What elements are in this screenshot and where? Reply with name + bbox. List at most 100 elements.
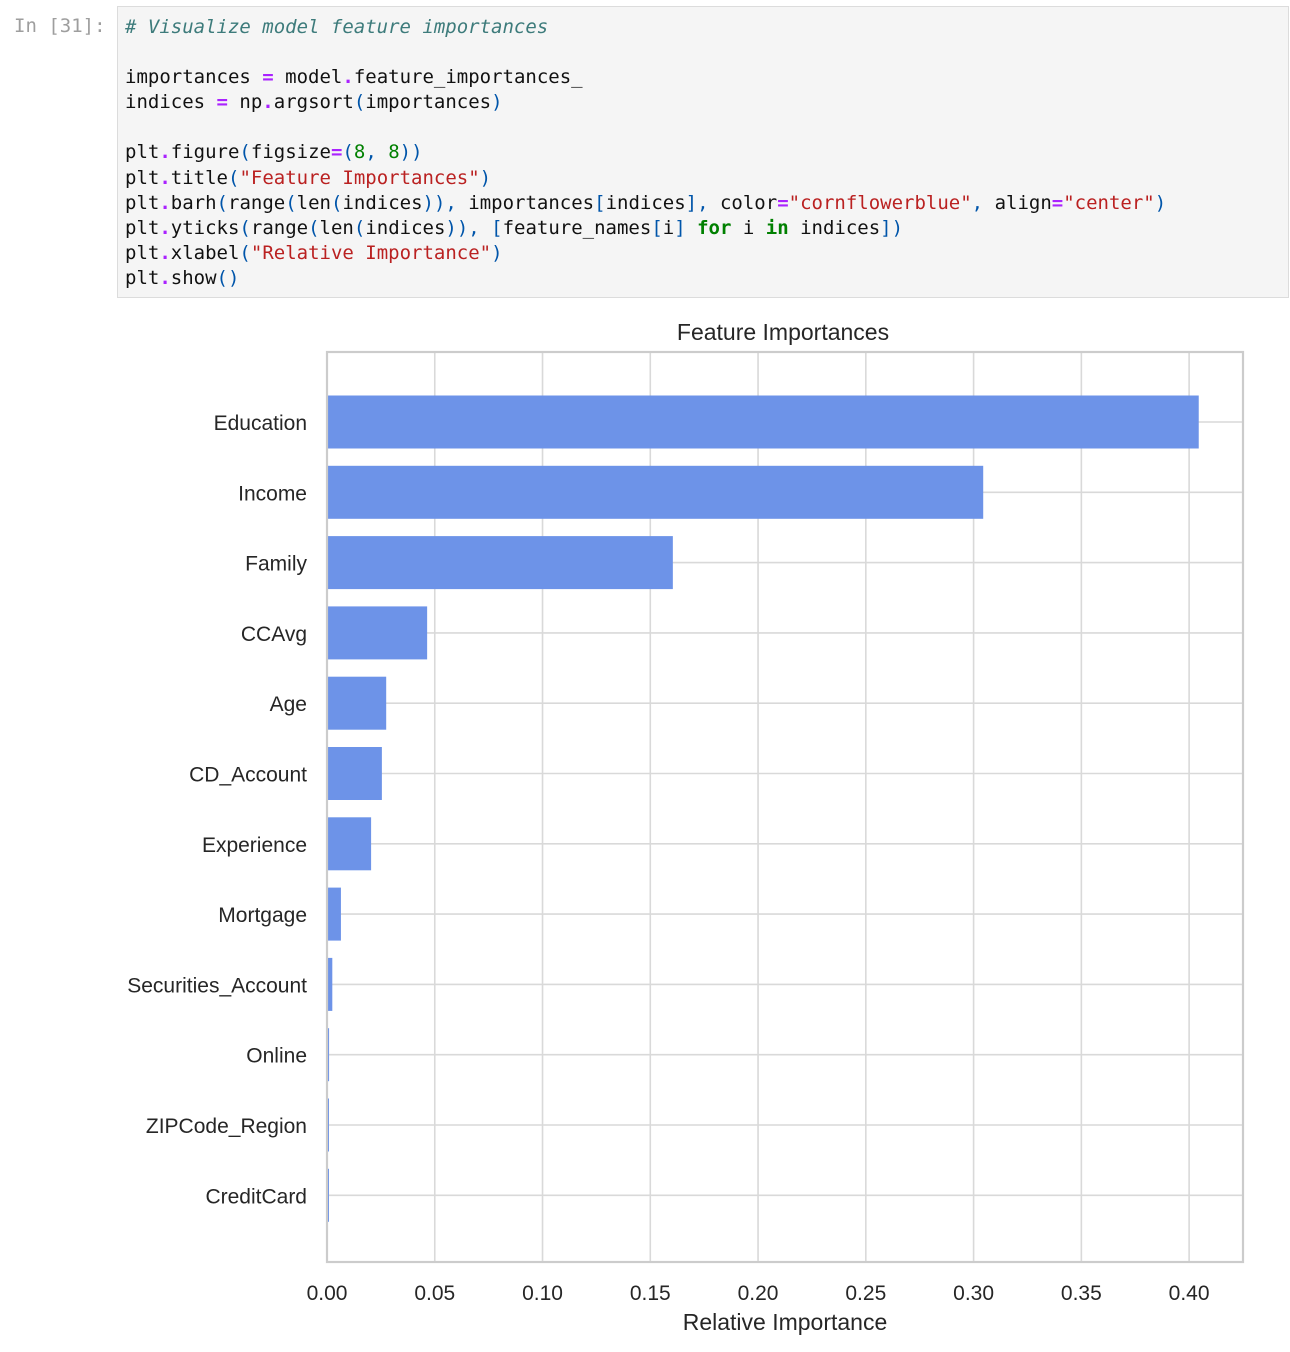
code-token: . <box>159 241 171 264</box>
code-token: xlabel <box>170 241 240 264</box>
code-text[interactable]: # Visualize model feature importances im… <box>125 15 1166 291</box>
code-token: ) <box>479 166 492 189</box>
bar-age <box>328 676 387 730</box>
code-token: for <box>697 216 732 239</box>
y-tick-label: CD_Account <box>189 764 307 787</box>
code-token: )), <box>422 191 469 214</box>
code-token: [ <box>651 216 663 239</box>
code-token: barh <box>170 191 217 214</box>
code-token: indices <box>125 91 217 114</box>
bar-securities-account <box>328 957 333 1011</box>
code-line: plt.title("Feature Importances") <box>125 167 491 189</box>
x-tick-label: 0.25 <box>845 1282 886 1305</box>
code-token: in <box>765 216 789 239</box>
code-token: plt <box>125 216 160 239</box>
code-token: plt <box>125 166 160 189</box>
feature-importance-chart: 0.00 0.05 0.10 0.15 0.20 0.25 0.30 0.35 0.40 Educ… <box>127 319 1245 1335</box>
code-token: len <box>319 216 354 239</box>
code-token: ]) <box>880 216 904 239</box>
bar-mortgage <box>328 887 341 941</box>
code-line: indices = np.argsort(importances) <box>125 91 503 113</box>
code-token: ( <box>353 216 366 239</box>
code-token: plt <box>125 191 160 214</box>
code-token: )) <box>399 141 423 164</box>
code-line: plt.yticks(range(len(indices)), [feature… <box>125 217 903 239</box>
code-token: . <box>159 266 171 289</box>
x-tick-label: 0.05 <box>414 1282 455 1305</box>
code-token: = <box>777 191 789 214</box>
y-tick-label: Online <box>246 1045 307 1068</box>
code-token: indices <box>365 216 446 239</box>
x-tick-label: 0.20 <box>738 1282 779 1305</box>
y-tick-label: Experience <box>202 834 307 857</box>
code-token: ) <box>491 91 503 114</box>
code-token: . <box>159 191 171 214</box>
code-token: ) <box>491 241 503 264</box>
code-token: plt <box>125 241 160 264</box>
code-token: title <box>170 166 228 189</box>
code-token: "Feature Importances" <box>239 166 480 189</box>
x-tick-label: 0.15 <box>630 1282 671 1305</box>
code-token: i <box>731 216 766 239</box>
x-axis-label: Relative Importance <box>683 1309 888 1335</box>
code-token: ( <box>342 141 354 164</box>
code-token: plt <box>125 266 160 289</box>
code-token: importances <box>468 191 595 214</box>
code-token: ( <box>239 216 251 239</box>
code-token: . <box>342 66 354 89</box>
code-token: ( <box>239 241 251 264</box>
code-token: range <box>250 216 309 239</box>
code-token: ], <box>685 191 720 214</box>
code-line: importances = model.feature_importances_ <box>125 66 583 88</box>
code-token: feature_names <box>502 216 652 239</box>
code-token: # Visualize model feature importances <box>125 16 549 38</box>
code-token: , <box>971 191 995 214</box>
code-token: )), [ <box>445 216 503 239</box>
bar-family <box>328 536 673 590</box>
code-token: model <box>273 66 343 89</box>
code-token: ( <box>227 166 240 189</box>
code-token: ( <box>330 191 343 214</box>
bar-online <box>328 1028 330 1082</box>
code-token: i <box>662 216 675 239</box>
y-tick-label: Family <box>245 553 307 576</box>
code-token: color <box>719 191 778 214</box>
code-line: plt.show() <box>125 267 239 289</box>
code-token: = <box>330 141 343 164</box>
code-token: ( <box>216 191 228 214</box>
code-token: ( <box>239 141 251 164</box>
code-token: "Relative Importance" <box>250 241 492 264</box>
code-token: importances <box>365 91 492 114</box>
code-token: . <box>262 91 274 114</box>
code-token: indices <box>605 191 686 214</box>
code-token: ( <box>285 191 297 214</box>
y-tick-label: CCAvg <box>241 623 307 646</box>
x-tick-label: 0.35 <box>1061 1282 1102 1305</box>
code-token: feature_importances_ <box>353 66 583 89</box>
y-tick-label: Education <box>214 412 307 435</box>
y-tick-label: Mortgage <box>218 904 307 927</box>
code-token: ) <box>1154 191 1167 214</box>
bar-ccavg <box>328 606 428 660</box>
code-token: "cornflowerblue" <box>788 191 972 214</box>
x-tick-label: 0.10 <box>522 1282 563 1305</box>
plot-frame <box>325 350 1245 1264</box>
cell-output: 0.00 0.05 0.10 0.15 0.20 0.25 0.30 0.35 0.40 Educ… <box>0 300 1290 1352</box>
y-tick-label: ZIPCode_Region <box>146 1115 307 1138</box>
code-token: show <box>170 266 217 289</box>
code-token: ] <box>674 216 698 239</box>
bar-education <box>328 395 1199 449</box>
code-token: [ <box>594 191 606 214</box>
code-token: ( <box>353 91 366 114</box>
code-token: "center" <box>1063 191 1155 214</box>
cell-prompt: In [31]: <box>14 15 106 37</box>
x-tick-label: 0.40 <box>1169 1282 1210 1305</box>
code-line: plt.figure(figsize=(8, 8)) <box>125 141 423 163</box>
code-token: align <box>994 191 1052 214</box>
code-token: indices <box>342 191 423 214</box>
code-token: () <box>216 266 240 289</box>
bar-cd-account <box>328 747 382 800</box>
code-editor[interactable]: # Visualize model feature importances im… <box>117 6 1289 298</box>
code-token: . <box>159 166 171 189</box>
